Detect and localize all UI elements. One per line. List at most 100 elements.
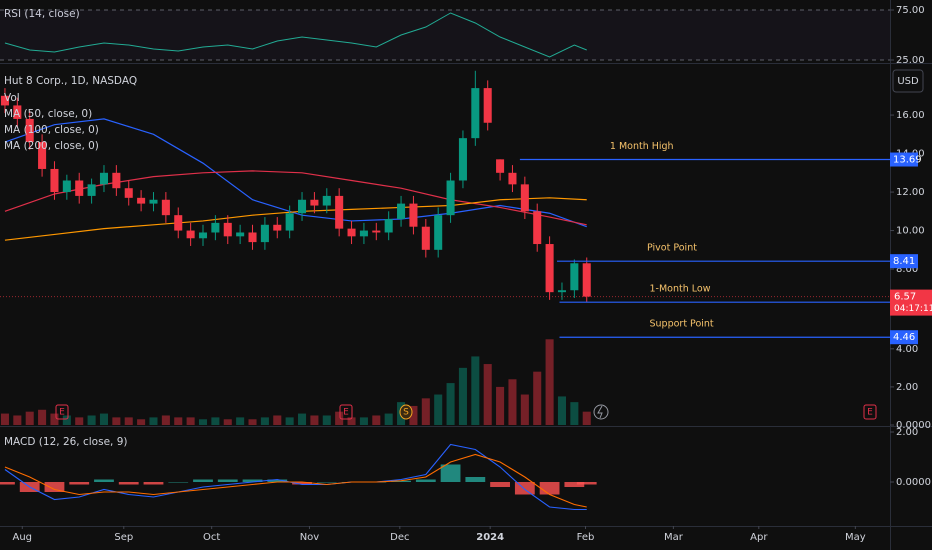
volume-legend: Vol: [4, 92, 20, 104]
currency-button[interactable]: [892, 69, 924, 93]
candle-body: [310, 199, 319, 206]
volume-bar: [186, 417, 195, 425]
histogram-bar: [118, 482, 139, 485]
x-tick-label: 2024: [476, 532, 504, 543]
volume-bar: [496, 386, 505, 425]
volume-bar: [75, 417, 84, 425]
ma-legend: MA (50, close, 0): [4, 108, 92, 120]
candle-body: [149, 199, 158, 204]
candle-body: [236, 232, 245, 237]
event-marker[interactable]: [863, 404, 877, 420]
volume-bar: [409, 405, 418, 425]
level-price: 4.46: [893, 332, 915, 343]
volume-bar: [359, 417, 368, 425]
candle-body: [434, 215, 443, 250]
candle-body: [223, 222, 232, 237]
volume-bar: [322, 415, 331, 425]
volume-bar: [471, 356, 480, 425]
countdown: 04:17:11: [894, 304, 932, 314]
histogram-bar: [576, 482, 597, 485]
candle-body: [421, 226, 430, 250]
candle-body: [508, 172, 517, 185]
volume-bar: [310, 415, 319, 425]
candle-body: [99, 172, 109, 185]
volume-bar: [458, 367, 467, 425]
histogram-bar: [193, 479, 213, 482]
event-marker[interactable]: [339, 404, 353, 420]
candle-body: [335, 195, 344, 229]
candle-body: [496, 159, 505, 173]
x-tick-label: Mar: [664, 532, 684, 543]
volume-bar: [87, 415, 96, 425]
volume-bar: [298, 413, 307, 425]
macd-line: [4, 453, 587, 508]
candle-body: [137, 197, 146, 204]
dividend-icon[interactable]: [593, 404, 609, 420]
histogram-bar: [564, 482, 585, 487]
ma-legend: MA (100, close, 0): [4, 124, 99, 136]
x-tick-label: Dec: [390, 532, 409, 543]
volume-bar: [161, 415, 170, 425]
candle-body: [359, 230, 368, 237]
candle-body: [0, 95, 9, 106]
level-name: 1 Month High: [610, 141, 674, 152]
bolt: [597, 405, 603, 419]
event-marker[interactable]: [55, 404, 69, 420]
volume-bar: [483, 364, 492, 425]
volume-bar: [273, 415, 282, 425]
histogram-bar: [490, 482, 510, 487]
volume-bar: [421, 398, 430, 425]
volume-bar: [582, 411, 591, 425]
rsi-title: RSI (14, close): [4, 8, 80, 20]
candle-body: [273, 224, 282, 231]
event-letter: E: [343, 408, 349, 418]
histogram-bar: [242, 479, 263, 482]
candle-body: [471, 88, 480, 139]
histogram-bar: [168, 482, 189, 483]
volume-bar: [124, 417, 133, 425]
histogram-bar: [465, 477, 486, 482]
x-tick-label: Apr: [750, 532, 768, 543]
volume-bar: [557, 396, 566, 425]
rsi-band: [0, 10, 890, 60]
histogram-bar: [316, 482, 337, 483]
volume-bar: [248, 419, 257, 425]
x-tick-label: Sep: [114, 532, 133, 543]
event-marker[interactable]: [399, 404, 413, 420]
y-tick-label: 25.00: [896, 55, 925, 66]
volume-bar: [50, 413, 59, 425]
candle-body: [409, 203, 418, 227]
volume-bar: [62, 415, 71, 425]
volume-bar: [137, 419, 146, 425]
x-tick-label: Nov: [300, 532, 320, 543]
volume-bar: [545, 339, 554, 425]
candle-body: [25, 118, 34, 143]
candle-body: [13, 105, 22, 119]
volume-bar: [384, 413, 393, 425]
candle-body: [161, 199, 170, 216]
volume-bar: [211, 417, 220, 425]
candle-body: [285, 213, 294, 231]
candle-body: [186, 230, 195, 239]
y-tick-label: 2.00: [896, 427, 918, 438]
x-tick-label: Oct: [203, 532, 220, 543]
rsi-line: [4, 12, 587, 58]
histogram-bar: [143, 482, 164, 485]
ma-legend: MA (200, close, 0): [4, 140, 99, 152]
volume-bar: [0, 413, 9, 425]
candle-body: [520, 184, 529, 212]
candle-body: [446, 180, 455, 216]
volume-bar: [38, 409, 47, 425]
y-tick-label: 16.00: [896, 110, 925, 121]
candle-body: [372, 230, 381, 233]
candle-body: [198, 232, 208, 239]
candle-body: [458, 138, 467, 181]
volume-bar: [347, 417, 356, 425]
volume-bar: [533, 371, 542, 425]
event-letter: S: [403, 408, 409, 418]
histogram-bar: [391, 480, 411, 482]
volume-bar: [236, 417, 245, 425]
candle-body: [557, 290, 566, 293]
